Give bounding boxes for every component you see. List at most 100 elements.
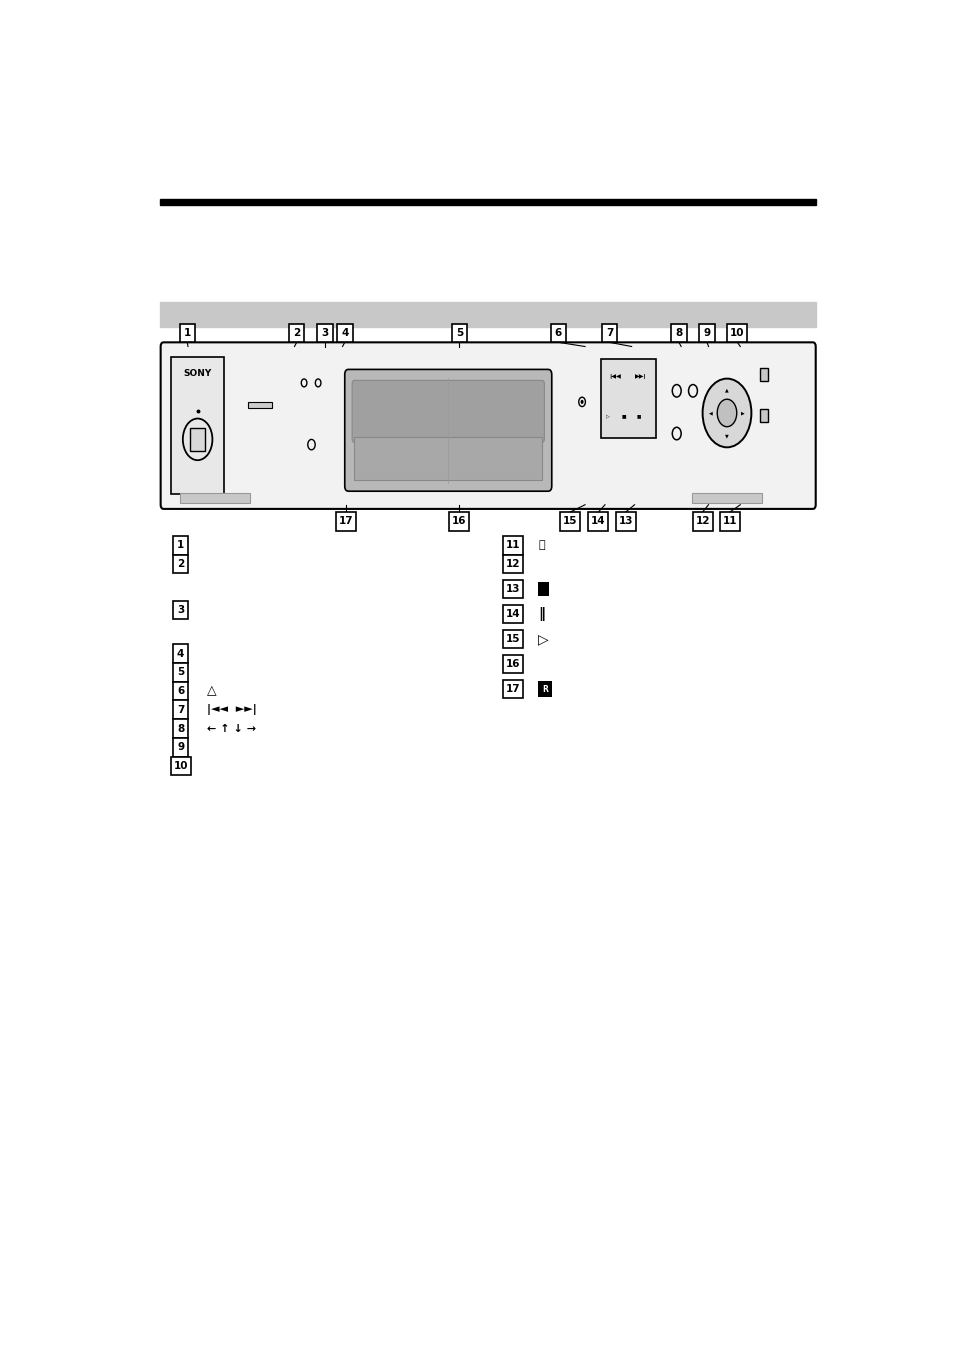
Bar (335, 512, 355, 531)
Text: 14: 14 (505, 608, 520, 619)
Text: ▲: ▲ (724, 388, 728, 393)
Bar (601, 323, 617, 342)
Bar (160, 199, 816, 206)
Bar (699, 323, 714, 342)
Bar (537, 680, 551, 698)
FancyBboxPatch shape (160, 342, 815, 508)
Text: 4: 4 (341, 329, 348, 338)
FancyBboxPatch shape (352, 380, 544, 442)
Text: ▷: ▷ (605, 414, 609, 419)
Bar (503, 554, 523, 573)
Text: ■: ■ (620, 414, 625, 419)
Bar (180, 493, 250, 503)
Bar (160, 301, 816, 327)
Text: ◀: ◀ (708, 411, 712, 415)
Text: 3: 3 (177, 604, 184, 615)
Text: 7: 7 (605, 329, 613, 338)
Text: 12: 12 (505, 560, 520, 569)
Bar (172, 662, 188, 681)
Text: 9: 9 (702, 329, 710, 338)
Text: R: R (541, 684, 547, 694)
Bar (172, 554, 188, 573)
Bar (503, 654, 523, 673)
Bar (316, 323, 333, 342)
Text: 8: 8 (177, 723, 184, 734)
Bar (503, 580, 523, 599)
Text: 16: 16 (452, 516, 466, 526)
Bar (537, 581, 548, 596)
Bar (289, 323, 304, 342)
Circle shape (701, 379, 751, 448)
Text: 3: 3 (321, 329, 328, 338)
Text: 6: 6 (177, 685, 184, 696)
Text: 13: 13 (618, 516, 632, 526)
Bar (248, 402, 272, 408)
Bar (503, 535, 523, 554)
Bar (172, 645, 188, 662)
Bar (179, 323, 194, 342)
Text: SONY: SONY (183, 369, 212, 379)
Text: 10: 10 (729, 329, 743, 338)
Bar (190, 429, 205, 450)
Text: 14: 14 (591, 516, 605, 526)
Bar (503, 604, 523, 623)
Bar (559, 512, 579, 531)
Bar (451, 323, 467, 342)
Text: 1: 1 (177, 541, 184, 550)
Bar (615, 512, 635, 531)
Bar (171, 357, 224, 495)
Bar (172, 535, 188, 554)
Text: 7: 7 (176, 704, 184, 715)
Bar (354, 438, 541, 480)
Circle shape (717, 399, 736, 427)
Circle shape (580, 400, 583, 404)
Text: 17: 17 (338, 516, 354, 526)
Text: ▶: ▶ (740, 411, 744, 415)
Text: ▶▶|: ▶▶| (635, 375, 646, 379)
Bar (171, 757, 191, 776)
Text: 16: 16 (505, 658, 520, 669)
Bar (172, 600, 188, 619)
Text: 11: 11 (505, 541, 520, 550)
Text: 9: 9 (177, 742, 184, 752)
Text: △: △ (207, 684, 216, 698)
Text: 17: 17 (505, 684, 520, 694)
Text: 2: 2 (177, 560, 184, 569)
Text: 5: 5 (177, 668, 184, 677)
Bar (671, 323, 686, 342)
Bar (720, 512, 740, 531)
Text: 5: 5 (456, 329, 462, 338)
Bar (503, 630, 523, 649)
FancyBboxPatch shape (344, 369, 551, 491)
Text: ▮▮: ▮▮ (636, 414, 641, 419)
Bar (588, 512, 608, 531)
Bar (726, 323, 746, 342)
Bar (336, 323, 353, 342)
Bar (503, 680, 523, 699)
Bar (692, 512, 712, 531)
Bar (172, 681, 188, 700)
Text: 🎧: 🎧 (537, 541, 544, 550)
Text: 2: 2 (293, 329, 300, 338)
Text: 1: 1 (184, 329, 191, 338)
Bar (600, 360, 656, 438)
Text: 8: 8 (675, 329, 681, 338)
Text: ← ↑ ↓ →: ← ↑ ↓ → (207, 723, 256, 734)
Bar (759, 408, 767, 422)
Text: |◄◄  ►►|: |◄◄ ►►| (207, 704, 256, 715)
Text: 15: 15 (562, 516, 577, 526)
Text: 11: 11 (722, 516, 737, 526)
Bar (759, 368, 767, 381)
Text: |◀◀: |◀◀ (609, 375, 620, 379)
Text: 6: 6 (555, 329, 561, 338)
Text: 10: 10 (173, 761, 188, 771)
Text: 15: 15 (505, 634, 520, 644)
Bar (692, 493, 761, 503)
Bar (449, 512, 469, 531)
Text: 12: 12 (695, 516, 709, 526)
Text: 4: 4 (176, 649, 184, 658)
Bar (172, 700, 188, 719)
Text: ▷: ▷ (537, 631, 549, 646)
Text: 13: 13 (505, 584, 520, 594)
Bar (550, 323, 565, 342)
